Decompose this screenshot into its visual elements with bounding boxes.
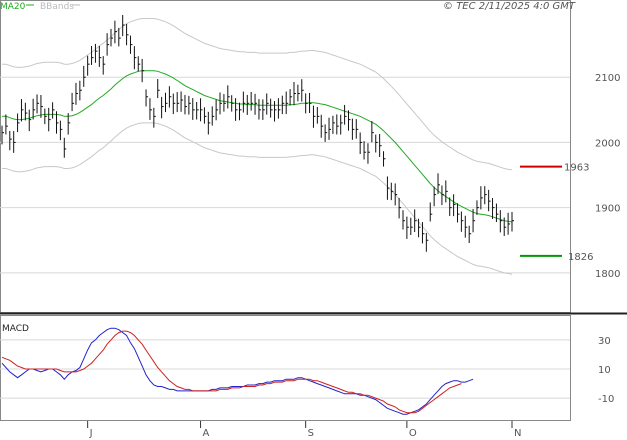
price-tick-label: 2000 bbox=[595, 138, 620, 149]
price-axis: 2100 2000 1900 1800 bbox=[595, 73, 620, 280]
support-label: 1826 bbox=[568, 252, 593, 263]
macd-gridlines bbox=[0, 339, 570, 399]
signal-line bbox=[1, 330, 462, 414]
price-gridlines bbox=[0, 76, 570, 274]
time-tick-label: S bbox=[308, 428, 314, 439]
macd-lines bbox=[1, 327, 474, 415]
time-tick-label: J bbox=[89, 428, 93, 439]
price-bars bbox=[1, 14, 514, 252]
time-tick-label: A bbox=[203, 428, 210, 439]
legend-ma20: MA20 bbox=[0, 2, 26, 12]
time-tick-label: N bbox=[514, 428, 521, 439]
bband-lower bbox=[2, 122, 513, 275]
ma20-path bbox=[2, 70, 513, 223]
macd-panel-frame bbox=[0, 315, 571, 421]
time-tick-label: O bbox=[409, 428, 417, 439]
macd-line bbox=[1, 327, 474, 415]
macd-tick-label: 10 bbox=[598, 365, 611, 376]
macd-axis: 30 10 -10 bbox=[598, 336, 614, 405]
price-tick-label: 1800 bbox=[595, 269, 620, 280]
bollinger-bands bbox=[2, 18, 513, 275]
resistance-label: 1963 bbox=[564, 163, 589, 174]
macd-title: MACD bbox=[2, 324, 29, 334]
price-panel-frame bbox=[0, 0, 571, 313]
macd-tick-label: -10 bbox=[598, 394, 614, 405]
price-tick-label: 1900 bbox=[595, 204, 620, 215]
legend-bbands: BBands bbox=[40, 2, 74, 12]
copyright-timestamp: © TEC 2/11/2025 4:0 GMT bbox=[443, 1, 576, 12]
macd-tick-label: 30 bbox=[598, 336, 611, 347]
price-tick-label: 2100 bbox=[595, 73, 620, 84]
bband-upper bbox=[2, 18, 513, 171]
ma20-line bbox=[2, 70, 513, 223]
